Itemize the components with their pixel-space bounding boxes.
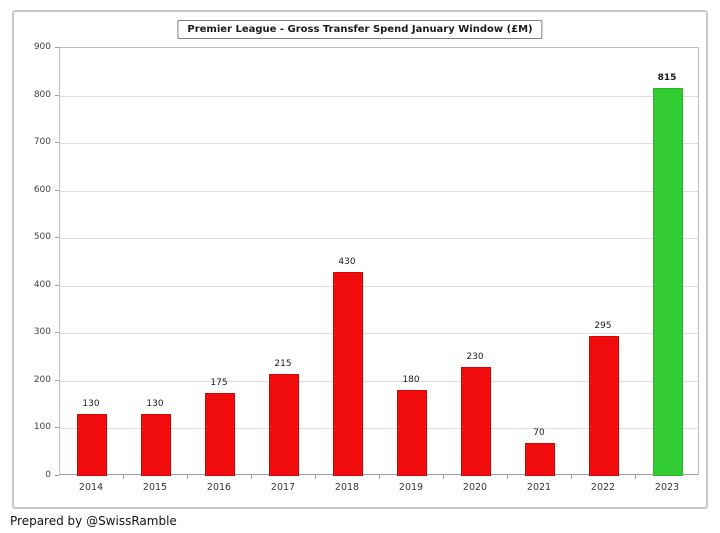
- y-axis-tick: [55, 237, 59, 238]
- x-axis-label: 2014: [78, 482, 104, 493]
- bar-2017: [269, 373, 299, 476]
- bar-value-label: 230: [466, 351, 484, 362]
- x-axis-tick: [123, 475, 124, 479]
- gridline: [60, 95, 698, 97]
- bar-value-label: 180: [402, 375, 420, 386]
- bar-2023: [653, 88, 683, 476]
- x-axis-label: 2021: [526, 482, 552, 493]
- x-axis-label: 2023: [654, 482, 680, 493]
- x-axis-tick: [315, 475, 316, 479]
- x-axis-tick: [507, 475, 508, 479]
- y-axis-label: 800: [33, 89, 51, 100]
- x-axis-tick: [635, 475, 636, 479]
- bar-value-label: 215: [274, 358, 292, 369]
- bar-2015: [141, 414, 171, 476]
- x-axis-tick: [443, 475, 444, 479]
- plot-area: [59, 47, 699, 476]
- y-axis-tick: [55, 427, 59, 428]
- gridline: [60, 285, 698, 287]
- y-axis-label: 100: [33, 422, 51, 433]
- y-axis-tick: [55, 475, 59, 476]
- attribution-text: Prepared by @SwissRamble: [10, 514, 177, 528]
- x-axis-label: 2022: [590, 482, 616, 493]
- gridline: [60, 333, 698, 335]
- x-axis-label: 2018: [334, 482, 360, 493]
- bar-value-label: 815: [657, 73, 677, 84]
- gridline: [60, 380, 698, 382]
- bar-value-label: 175: [210, 377, 228, 388]
- y-axis-label: 700: [33, 137, 51, 148]
- gridline: [60, 428, 698, 430]
- y-axis-tick: [55, 380, 59, 381]
- x-axis-tick: [379, 475, 380, 479]
- y-axis-tick: [55, 95, 59, 96]
- x-axis-label: 2020: [462, 482, 488, 493]
- y-axis-tick: [55, 332, 59, 333]
- y-axis-label: 500: [33, 232, 51, 243]
- y-axis-label: 0: [45, 470, 51, 480]
- bar-value-label: 295: [594, 320, 612, 331]
- x-axis-label: 2019: [398, 482, 424, 493]
- y-axis-tick: [55, 142, 59, 143]
- bar-value-label: 70: [533, 427, 545, 438]
- y-axis-label: 200: [33, 374, 51, 385]
- y-axis-label: 400: [33, 279, 51, 290]
- bar-value-label: 130: [146, 399, 164, 410]
- x-axis-tick: [571, 475, 572, 479]
- y-axis-label: 300: [33, 327, 51, 338]
- y-axis-label: 900: [33, 42, 51, 52]
- y-axis-tick: [55, 190, 59, 191]
- x-axis-label: 2017: [270, 482, 296, 493]
- bar-2019: [397, 390, 427, 476]
- x-axis-tick: [251, 475, 252, 479]
- bar-2020: [461, 366, 491, 476]
- chart-title: Premier League - Gross Transfer Spend Ja…: [177, 20, 543, 39]
- gridline: [60, 190, 698, 192]
- x-axis-label: 2015: [142, 482, 168, 493]
- bar-value-label: 430: [338, 256, 356, 267]
- y-axis-label: 600: [33, 184, 51, 195]
- y-axis-tick: [55, 47, 59, 48]
- bar-2018: [333, 271, 363, 476]
- gridline: [60, 238, 698, 240]
- y-axis-tick: [55, 285, 59, 286]
- bar-2014: [77, 414, 107, 476]
- bar-2022: [589, 335, 619, 476]
- x-axis-tick: [187, 475, 188, 479]
- x-axis-label: 2016: [206, 482, 232, 493]
- chart-frame: Premier League - Gross Transfer Spend Ja…: [12, 10, 708, 509]
- bar-value-label: 130: [82, 399, 100, 410]
- x-axis-line: [60, 474, 698, 475]
- gridline: [60, 143, 698, 145]
- bar-2021: [525, 442, 555, 476]
- bar-2016: [205, 392, 235, 476]
